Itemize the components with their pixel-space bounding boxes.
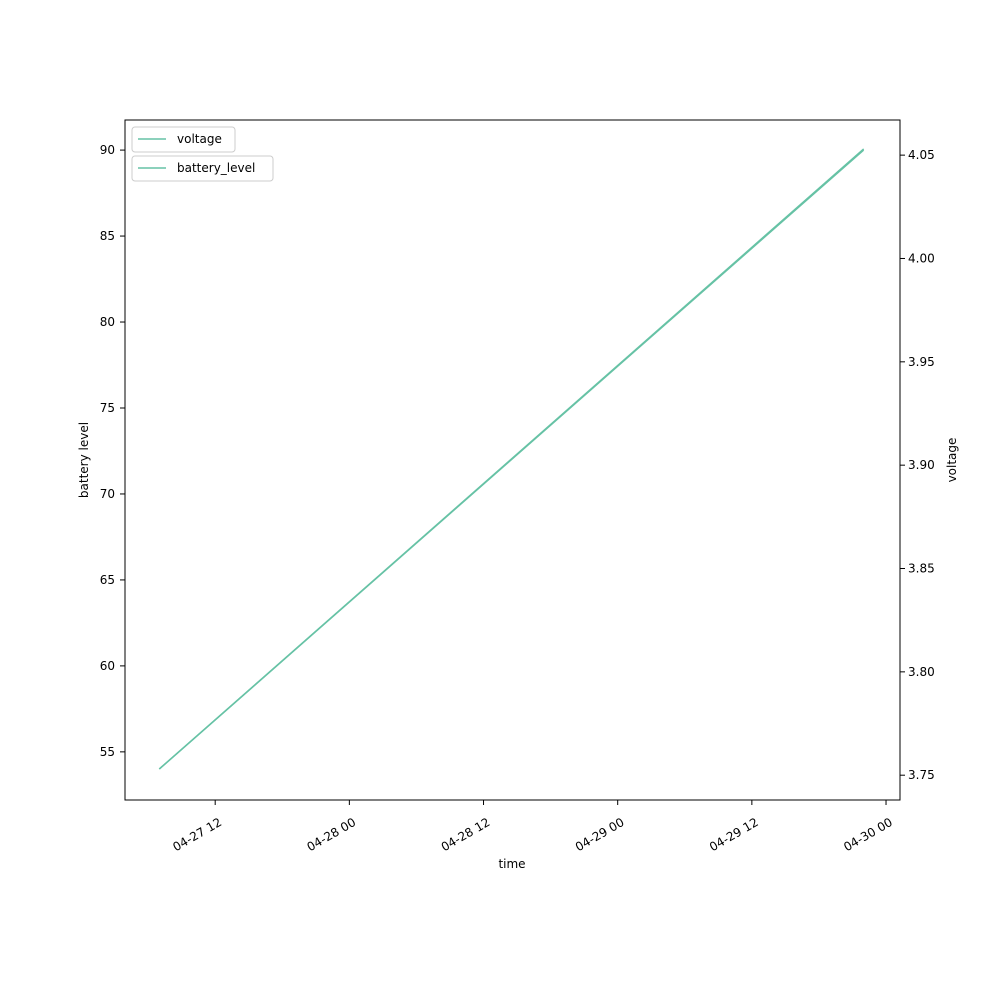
y-right-tick-label: 3.85 <box>908 562 935 576</box>
y-left-tick-label: 80 <box>100 315 115 329</box>
series-line-voltage <box>158 148 865 770</box>
y-right-tick-label: 4.00 <box>908 251 935 265</box>
y-right-tick-label: 3.90 <box>908 458 935 472</box>
legend-voltage: voltage <box>131 126 236 153</box>
x-tick-label: 04-30 00 <box>841 815 895 854</box>
y-left-tick-label: 85 <box>100 229 115 243</box>
y-left-tick-label: 90 <box>100 143 115 157</box>
y-right-tick-label: 3.80 <box>908 665 935 679</box>
x-tick-label: 04-29 00 <box>573 815 627 854</box>
y-left-tick-label: 75 <box>100 401 115 415</box>
legend-label: voltage <box>177 132 222 146</box>
x-tick-label: 04-29 12 <box>707 815 761 854</box>
x-tick-label: 04-28 00 <box>305 815 359 854</box>
x-axis-label: time <box>498 857 525 871</box>
y-right-tick-label: 4.05 <box>908 148 935 162</box>
y-axis-right-label: voltage <box>945 438 959 483</box>
y-right-tick-label: 3.75 <box>908 768 935 782</box>
x-tick-label: 04-27 12 <box>170 815 224 854</box>
y-right-tick-label: 3.95 <box>908 355 935 369</box>
legend-label: battery_level <box>177 161 255 175</box>
y-left-tick-label: 70 <box>100 487 115 501</box>
legend-battery-level: battery_level <box>131 155 274 182</box>
y-left-tick-label: 65 <box>100 573 115 587</box>
y-left-tick-label: 55 <box>100 745 115 759</box>
y-axis-left-label: battery level <box>77 422 91 498</box>
x-tick-label: 04-28 12 <box>439 815 493 854</box>
y-left-tick-label: 60 <box>100 659 115 673</box>
